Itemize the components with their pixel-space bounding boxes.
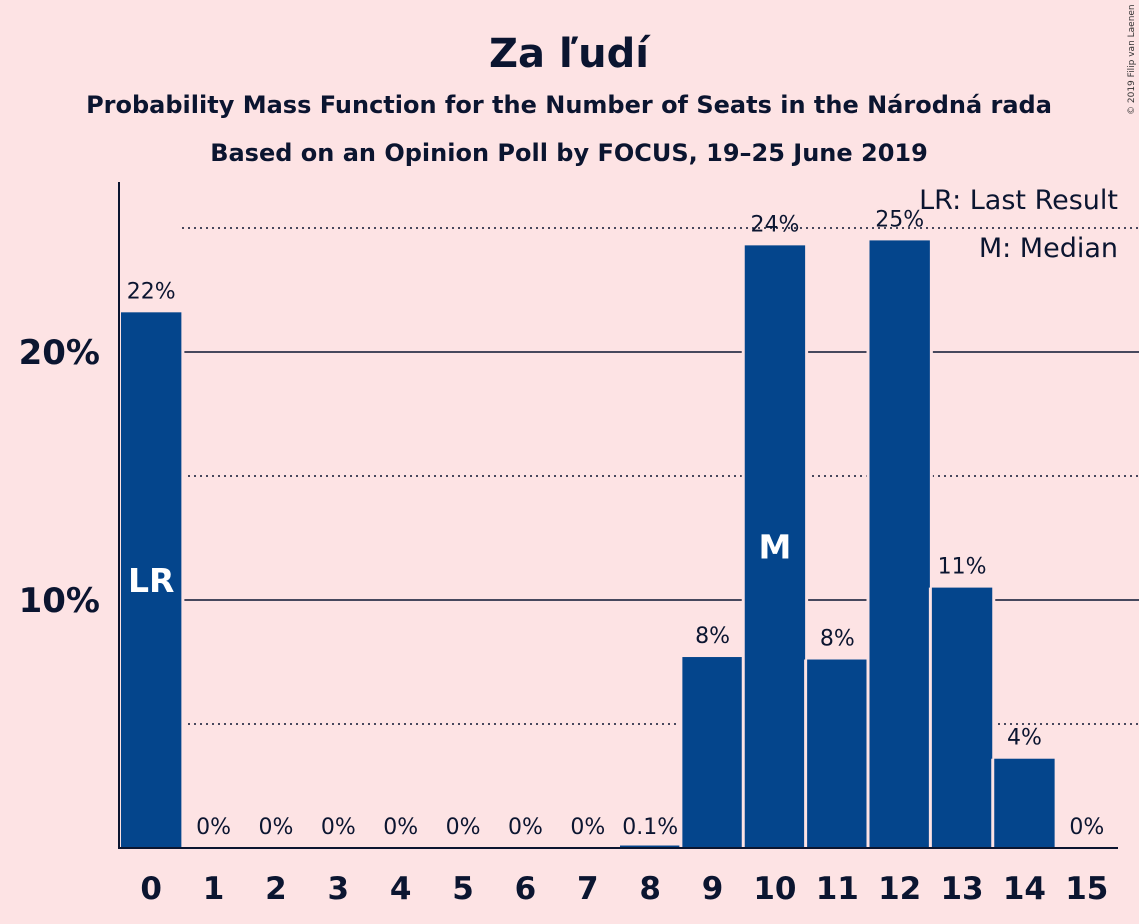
data-label: 0% — [258, 815, 293, 840]
bar-seats-12 — [869, 240, 930, 848]
bar-annotation: M — [759, 528, 792, 567]
data-label: 0% — [383, 815, 418, 840]
bar-seats-10 — [744, 245, 806, 849]
bar-seats-13 — [931, 587, 993, 848]
x-tick-label: 6 — [515, 871, 537, 907]
chart-subtitle-line-2: Based on an Opinion Poll by FOCUS, 19–25… — [210, 139, 928, 167]
y-axis-ticks: 10% 20% — [19, 333, 100, 621]
data-label: 8% — [820, 627, 855, 652]
bar-seats-0 — [121, 312, 182, 848]
x-tick-label: 8 — [639, 871, 661, 907]
x-tick-label: 11 — [816, 871, 859, 907]
data-label: 24% — [750, 212, 799, 237]
legend-entry-last-result: LR: Last Result — [919, 185, 1118, 216]
x-tick-label: 9 — [702, 871, 724, 907]
bar-seats-14 — [994, 758, 1055, 848]
data-label: 0% — [446, 815, 481, 840]
x-tick-label: 1 — [203, 871, 225, 907]
data-label: 0.1% — [622, 815, 678, 840]
data-label: 25% — [875, 207, 924, 232]
x-tick-label: 12 — [878, 871, 921, 907]
copyright-credit: © 2019 Filip van Laenen — [1127, 4, 1137, 115]
chart-subtitle-line-1: Probability Mass Function for the Number… — [86, 91, 1052, 119]
bars — [118, 240, 1058, 849]
data-label: 11% — [938, 555, 987, 580]
chart-title: Za ľudí — [489, 31, 651, 77]
y-tick-label: 10% — [19, 581, 100, 621]
x-tick-label: 2 — [265, 871, 287, 907]
bar-annotation: LR — [128, 561, 174, 600]
data-label: 0% — [508, 815, 543, 840]
gridlines — [182, 227, 1139, 725]
legend-entry-median: M: Median — [979, 233, 1118, 264]
y-tick-label: 20% — [19, 333, 100, 373]
x-tick-label: 0 — [140, 871, 162, 907]
bar-seats-9 — [682, 657, 743, 848]
data-label: 0% — [196, 815, 231, 840]
bar-seats-8 — [620, 845, 681, 848]
x-tick-label: 13 — [940, 871, 983, 907]
bar-seats-11 — [807, 659, 868, 848]
x-tick-label: 15 — [1065, 871, 1108, 907]
x-tick-label: 3 — [328, 871, 350, 907]
data-label: 0% — [570, 815, 605, 840]
data-label: 4% — [1007, 726, 1042, 751]
x-tick-label: 4 — [390, 871, 412, 907]
x-axis-ticks: 0 1 2 3 4 5 6 7 8 9 10 11 12 13 14 15 — [140, 871, 1108, 907]
x-tick-label: 7 — [577, 871, 599, 907]
data-label: 8% — [695, 624, 730, 649]
data-labels: 22% 0% 0% 0% 0% 0% 0% 0% 0.1% 8% 24% 8% 25% 11% 4% 0% LR… — [127, 207, 1105, 840]
x-tick-label: 14 — [1003, 871, 1046, 907]
x-tick-label: 10 — [753, 871, 796, 907]
data-label: 0% — [321, 815, 356, 840]
x-tick-label: 5 — [452, 871, 474, 907]
data-label: 0% — [1069, 815, 1104, 840]
data-label: 22% — [127, 279, 176, 304]
